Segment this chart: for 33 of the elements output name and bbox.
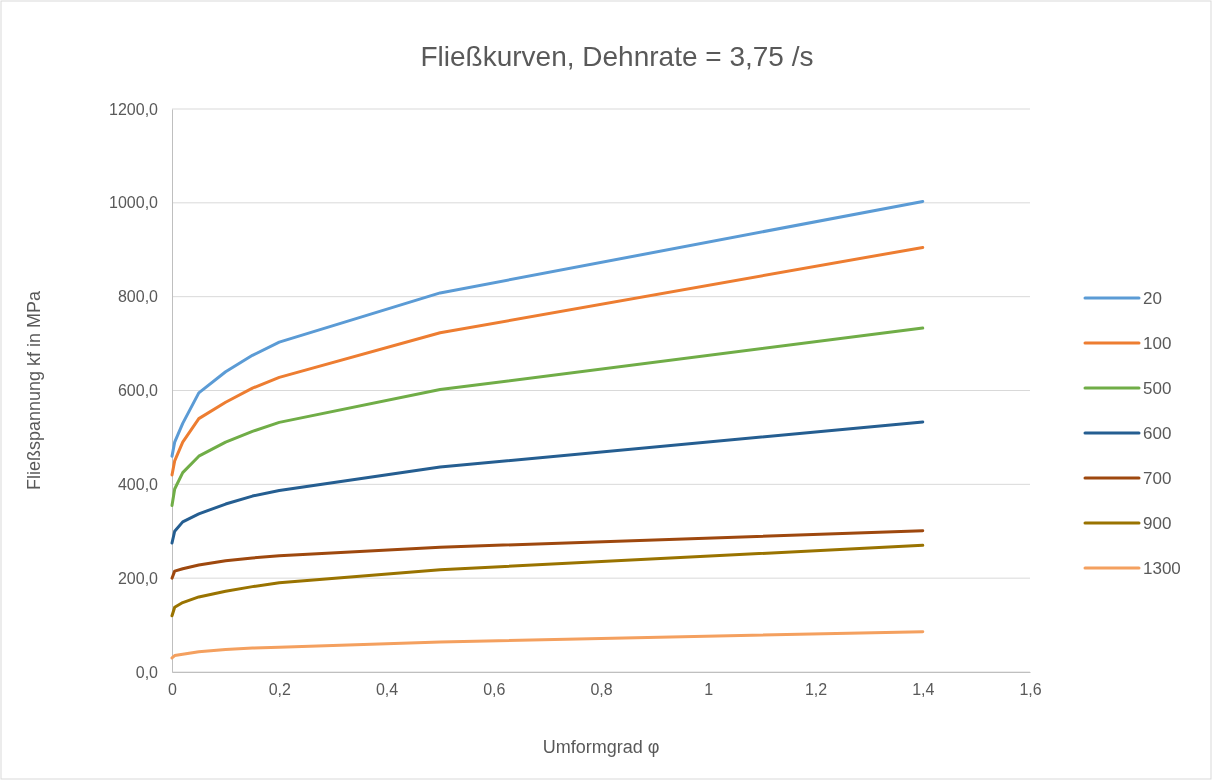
line-series (170, 199, 925, 458)
line-series (170, 420, 925, 545)
legend-label: 1300 (1143, 559, 1181, 578)
legend-label: 600 (1143, 424, 1172, 443)
y-tick-label: 200,0 (117, 569, 159, 587)
y-tick-label: 400,0 (117, 475, 159, 493)
x-tick-label: 1,4 (912, 681, 935, 699)
legend-label: 500 (1143, 379, 1172, 398)
y-tick-label: 600,0 (117, 382, 159, 400)
x-tick-label: 0,2 (268, 681, 291, 699)
line-series (170, 543, 925, 618)
x-tick-label: 0,4 (375, 681, 399, 699)
line-series (170, 245, 925, 477)
y-tick-label: 800,0 (117, 288, 159, 306)
x-axis-title: Umformgrad φ (542, 737, 660, 757)
line-series (170, 326, 925, 507)
y-tick-label: 1200,0 (109, 100, 159, 118)
line-series (170, 630, 925, 660)
x-tick-label: 1,6 (1019, 681, 1042, 699)
x-tick-label: 0,8 (590, 681, 613, 699)
legend-label: 20 (1143, 289, 1162, 308)
legend-label: 100 (1143, 334, 1172, 353)
chart-title: Fließkurven, Dehnrate = 3,75 /s (420, 41, 814, 72)
x-tick-label: 0,6 (483, 681, 506, 699)
legend-label: 900 (1143, 514, 1172, 533)
x-tick-label: 1 (704, 681, 714, 699)
line-series (170, 529, 925, 580)
x-tick-label: 0 (168, 681, 178, 699)
x-tick-label: 1,2 (804, 681, 828, 699)
legend-label: 700 (1143, 469, 1172, 488)
y-tick-label: 0,0 (135, 663, 159, 681)
y-axis-title: Fließspannung kf in MPa (24, 289, 44, 491)
y-tick-label: 1000,0 (109, 194, 159, 212)
